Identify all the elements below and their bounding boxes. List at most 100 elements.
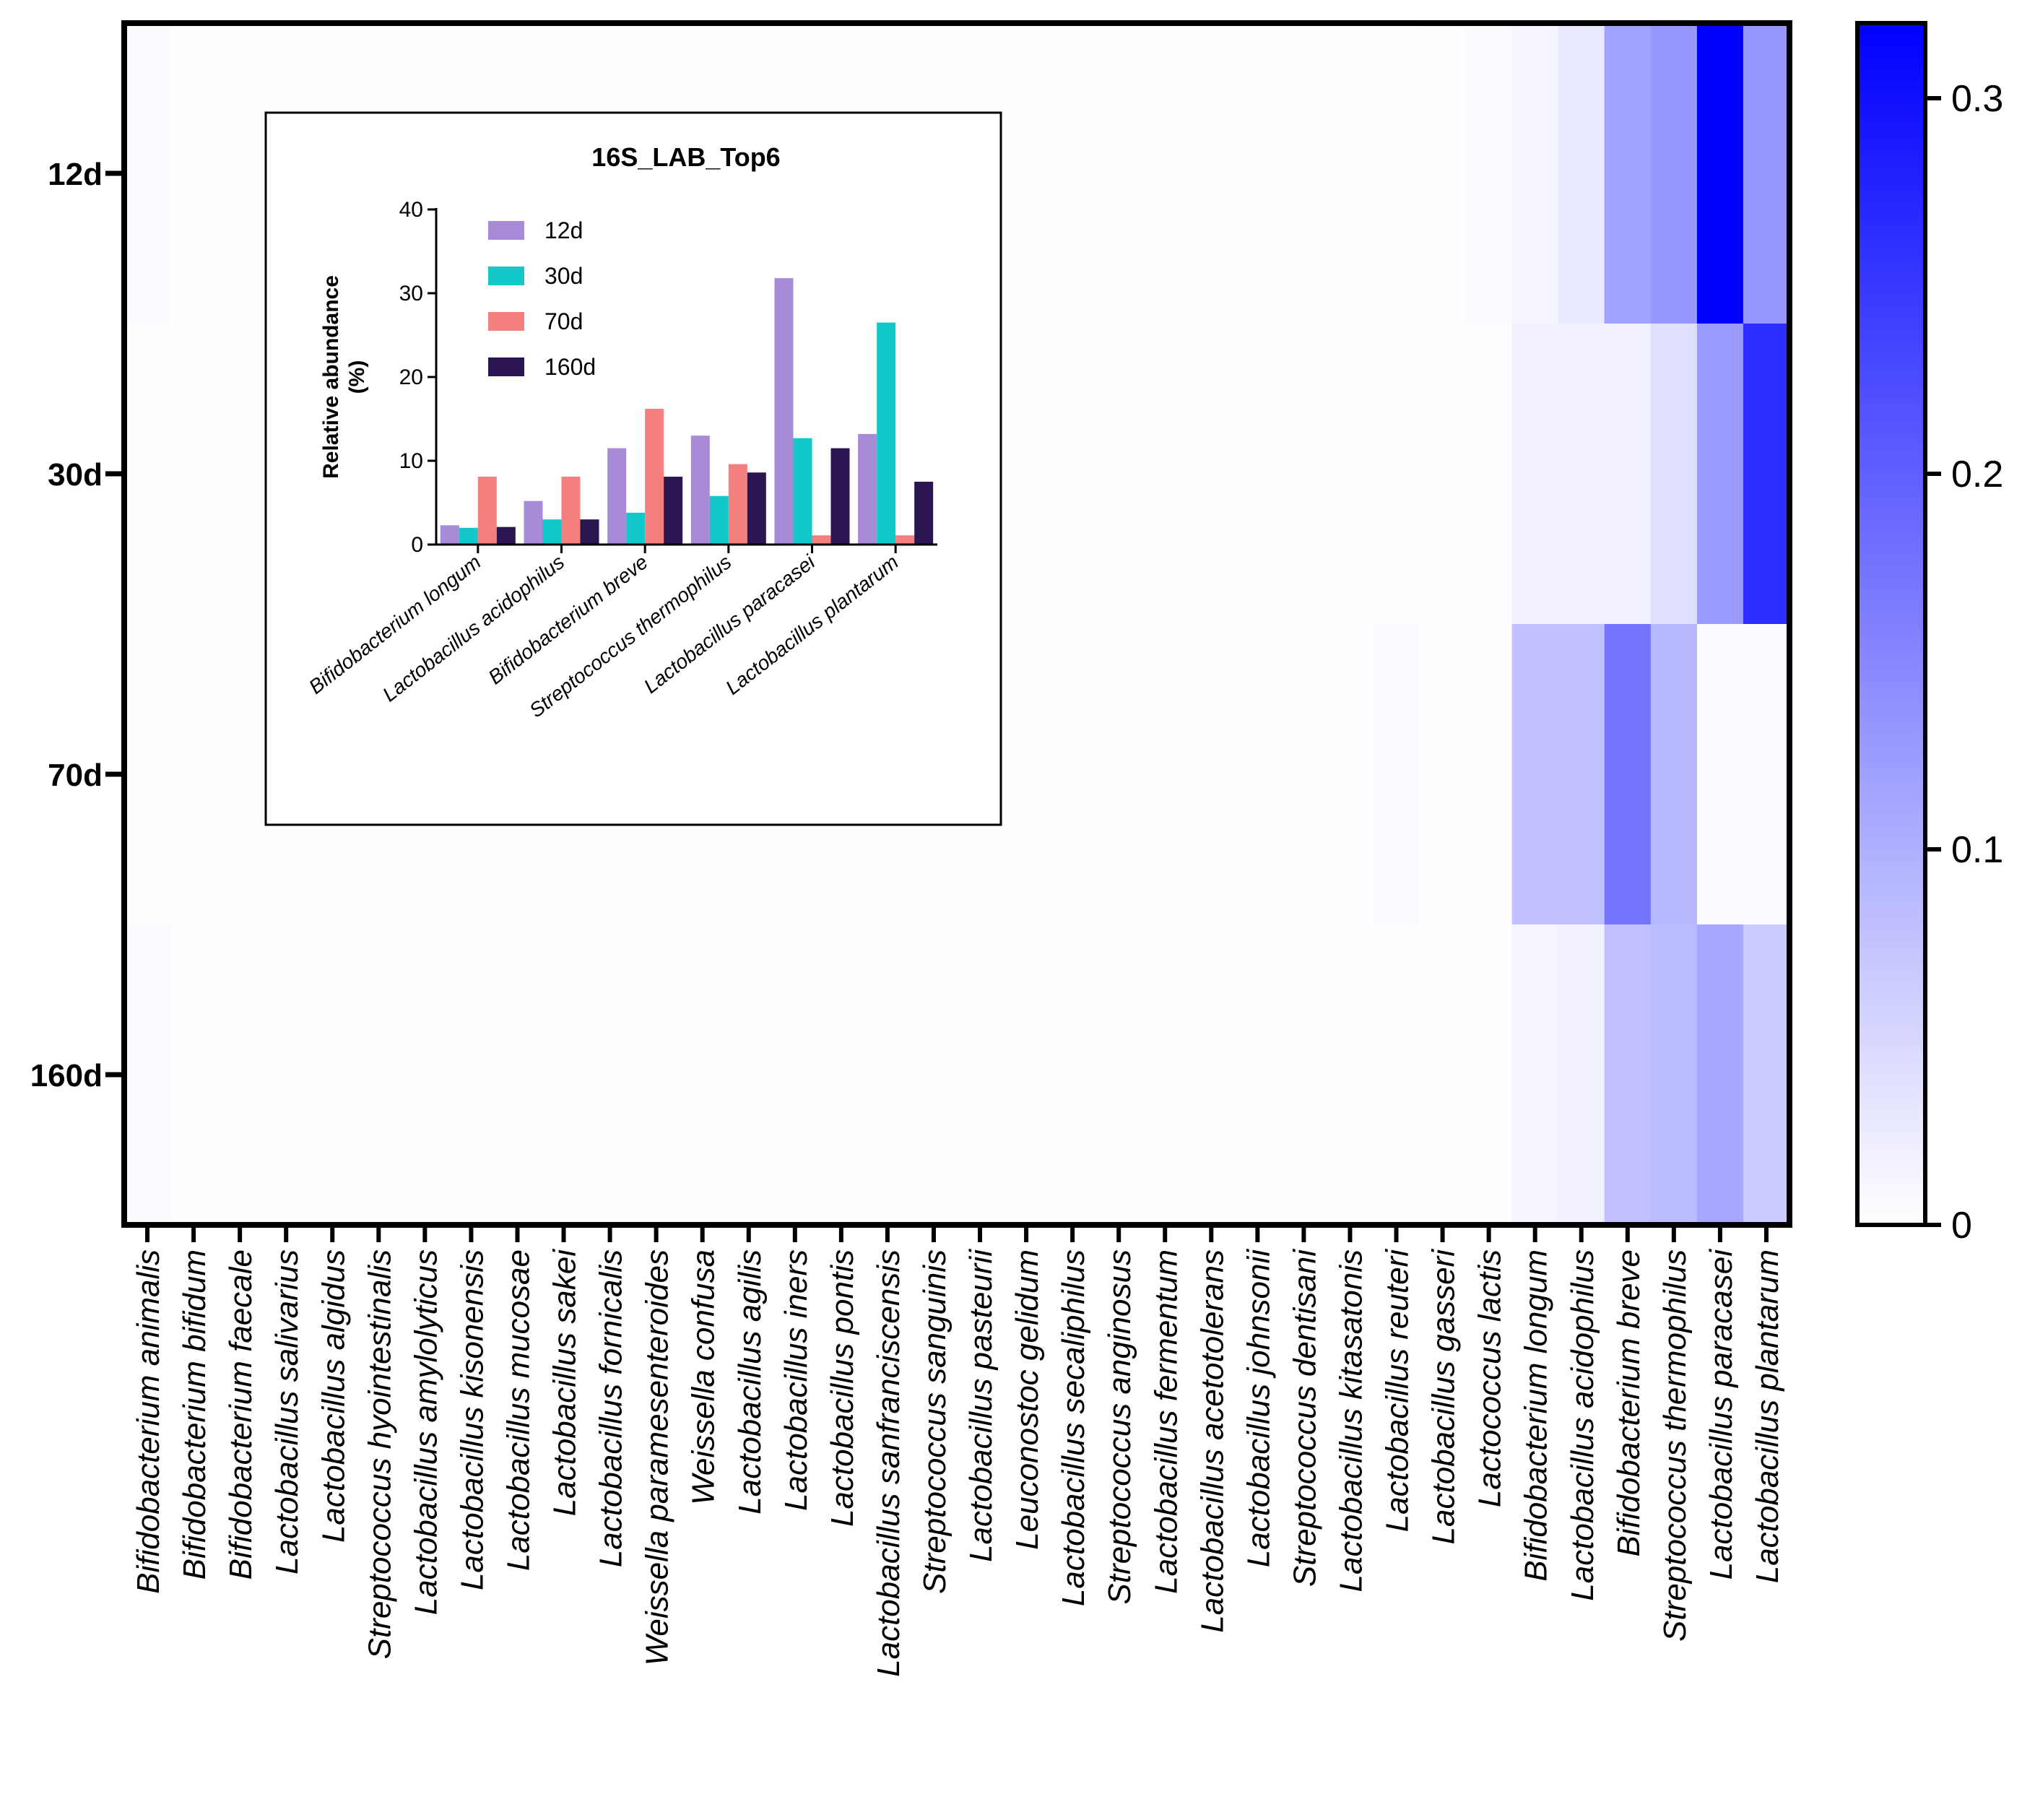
legend-label-12d: 12d [544,217,583,243]
column-label-lactobacillus-fornicalis: Lactobacillus fornicalis [594,1249,629,1567]
bar-70d-streptococcus-thermophilus [728,464,747,545]
column-label-weissella-paramesenteroides: Weissella paramesenteroides [640,1249,675,1665]
column-label-lactobacillus-reuteri: Lactobacillus reuteri [1380,1249,1415,1533]
bar-160d-lactobacillus-acidophilus [580,519,599,545]
legend-swatch-160d [488,358,524,376]
legend-swatch-12d [488,221,524,240]
colorbar [1855,21,1927,1227]
legend-label-70d: 70d [544,308,583,334]
inset-y-axis-label: Relative abundance (%) [319,275,369,479]
heatmap-cell-70d-streptococcus-dentisani [1280,624,1328,925]
heatmap-cell-70d-streptococcus-thermophilus [1650,624,1698,925]
heatmap-cell-12d-bifidobacterium-bifidum [170,23,217,324]
bar-30d-bifidobacterium-longum [459,527,478,545]
column-label-lactobacillus-amylolyticus: Lactobacillus amylolyticus [408,1249,443,1615]
heatmap-cell-12d-lactococcus-lactis [1465,23,1513,324]
heatmap-cell-30d-bifidobacterium-animalis [124,324,171,625]
column-label-lactobacillus-pontis: Lactobacillus pontis [825,1249,860,1527]
heatmap-cell-30d-bifidobacterium-faecale [217,324,264,625]
heatmap-cell-30d-lactobacillus-acidophilus [1558,324,1605,625]
column-label-lactobacillus-kitasatonis: Lactobacillus kitasatonis [1333,1249,1368,1592]
heatmap-cell-160d-lactobacillus-johnsonii [1234,924,1281,1226]
heatmap-cell-160d-lactobacillus-acidophilus [1558,924,1605,1226]
inset-y-label-line2: (%) [345,360,369,394]
heatmap-cell-12d-bifidobacterium-faecale [217,23,264,324]
column-label-lactobacillus-secaliphilus: Lactobacillus secaliphilus [1056,1249,1091,1606]
heatmap-cell-12d-lactobacillus-johnsonii [1234,23,1281,324]
colorbar-tick-label-3: 0.3 [1951,78,2003,120]
heatmap-cell-160d-bifidobacterium-bifidum [170,924,217,1226]
heatmap-cell-160d-lactobacillus-kitasatonis [1327,924,1374,1226]
bar-160d-streptococcus-thermophilus [747,472,766,545]
heatmap-cell-160d-lactobacillus-salivarius [263,924,310,1226]
inset-bar-chart: 16S_LAB_Top6 Relative abundance (%) 0 10 2… [264,111,1002,826]
column-label-streptococcus-dentisani: Streptococcus dentisani [1287,1249,1322,1587]
column-label-lactococcus-lactis: Lactococcus lactis [1472,1249,1508,1507]
column-label-lactobacillus-acidophilus: Lactobacillus acidophilus [1565,1249,1600,1601]
heatmap-cell-12d-lactobacillus-plantarum [1743,23,1790,324]
legend-swatch-30d [488,266,524,285]
bar-30d-streptococcus-thermophilus [709,495,729,545]
column-label-lactobacillus-gasseri: Lactobacillus gasseri [1426,1249,1462,1545]
heatmap-cell-160d-lactobacillus-amylolyticus [402,924,448,1226]
heatmap-cell-12d-lactobacillus-acidophilus [1558,23,1605,324]
column-label-lactobacillus-acetotolerans: Lactobacillus acetotolerans [1194,1249,1230,1633]
heatmap-cell-160d-lactobacillus-pontis [817,924,865,1226]
heatmap-cell-30d-lactobacillus-kitasatonis [1327,324,1374,625]
heatmap-cell-70d-bifidobacterium-animalis [124,624,171,925]
heatmap-cell-70d-lactobacillus-secaliphilus [1049,624,1096,925]
inset-legend: 12d 30d 70d 160d [488,217,596,380]
column-label-leuconostoc-gelidum: Leuconostoc gelidum [1010,1249,1045,1550]
heatmap-cell-12d-lactobacillus-acetotolerans [1188,23,1235,324]
column-label-lactobacillus-fermentum: Lactobacillus fermentum [1148,1249,1184,1594]
heatmap-cell-70d-bifidobacterium-bifidum [170,624,217,925]
column-label-streptococcus-hyointestinalis: Streptococcus hyointestinalis [362,1249,397,1659]
heatmap-cell-160d-weissella-confusa [679,924,726,1226]
heatmap-cell-160d-streptococcus-dentisani [1280,924,1328,1226]
column-label-lactobacillus-algidus: Lactobacillus algidus [316,1249,351,1543]
column-label-lactobacillus-sanfranciscensis: Lactobacillus sanfranciscensis [871,1249,906,1677]
column-label-bifidobacterium-breve: Bifidobacterium breve [1611,1249,1646,1557]
heatmap-cell-160d-lactobacillus-agilis [725,924,773,1226]
heatmap-cell-160d-bifidobacterium-animalis [124,924,171,1226]
inset-title: 16S_LAB_Top6 [591,142,780,172]
heatmap-cell-12d-streptococcus-dentisani [1280,23,1328,324]
heatmap-cell-160d-lactobacillus-acetotolerans [1188,924,1235,1226]
heatmap-cell-160d-streptococcus-thermophilus [1650,924,1698,1226]
colorbar-tick-label-1: 0.1 [1951,829,2003,871]
heatmap-cell-70d-lactobacillus-plantarum [1743,624,1790,925]
column-label-lactobacillus-paracasei: Lactobacillus paracasei [1704,1249,1739,1580]
heatmap-cell-12d-lactobacillus-paracasei [1696,23,1744,324]
bar-12d-bifidobacterium-longum [440,525,459,545]
heatmap-cell-70d-lactobacillus-paracasei [1696,624,1744,925]
heatmap-cell-160d-lactobacillus-iners [771,924,819,1226]
heatmap-cell-70d-bifidobacterium-faecale [217,624,264,925]
column-label-weissella-confusa: Weissella confusa [686,1249,721,1505]
column-label-lactobacillus-plantarum: Lactobacillus plantarum [1750,1249,1785,1583]
bar-30d-lactobacillus-acidophilus [542,519,562,545]
heatmap-column-labels: Bifidobacterium animalis Bifidobacterium … [131,1225,1785,1677]
inset-y-tick-label-2: 20 [399,365,423,389]
inset-y-tick-label-4: 40 [399,198,423,222]
heatmap-cell-70d-lactobacillus-reuteri [1373,624,1420,925]
heatmap-cell-160d-lactobacillus-paracasei [1696,924,1744,1226]
heatmap-cell-160d-streptococcus-anginosus [1095,924,1142,1226]
column-label-bifidobacterium-bifidum: Bifidobacterium bifidum [177,1249,212,1580]
legend-label-160d: 160d [544,354,596,380]
bar-160d-bifidobacterium-longum [496,526,516,545]
heatmap-cell-70d-lactobacillus-johnsonii [1234,624,1281,925]
bar-12d-bifidobacterium-breve [607,448,627,545]
heatmap-cell-160d-lactobacillus-secaliphilus [1049,924,1096,1226]
heatmap-cell-160d-lactobacillus-gasseri [1419,924,1467,1226]
heatmap-cell-160d-lactococcus-lactis [1465,924,1513,1226]
heatmap-cell-30d-streptococcus-dentisani [1280,324,1328,625]
bar-70d-bifidobacterium-breve [645,409,664,545]
column-label-lactobacillus-mucosae: Lactobacillus mucosae [500,1249,536,1571]
inset-bars [440,278,934,545]
colorbar-tick-label-0: 0 [1951,1205,1972,1247]
heatmap-cell-70d-lactobacillus-acetotolerans [1188,624,1235,925]
column-label-streptococcus-anginosus: Streptococcus anginosus [1102,1249,1137,1605]
heatmap-cell-30d-lactobacillus-reuteri [1373,324,1420,625]
colorbar-tick-label-2: 0.2 [1951,454,2003,495]
